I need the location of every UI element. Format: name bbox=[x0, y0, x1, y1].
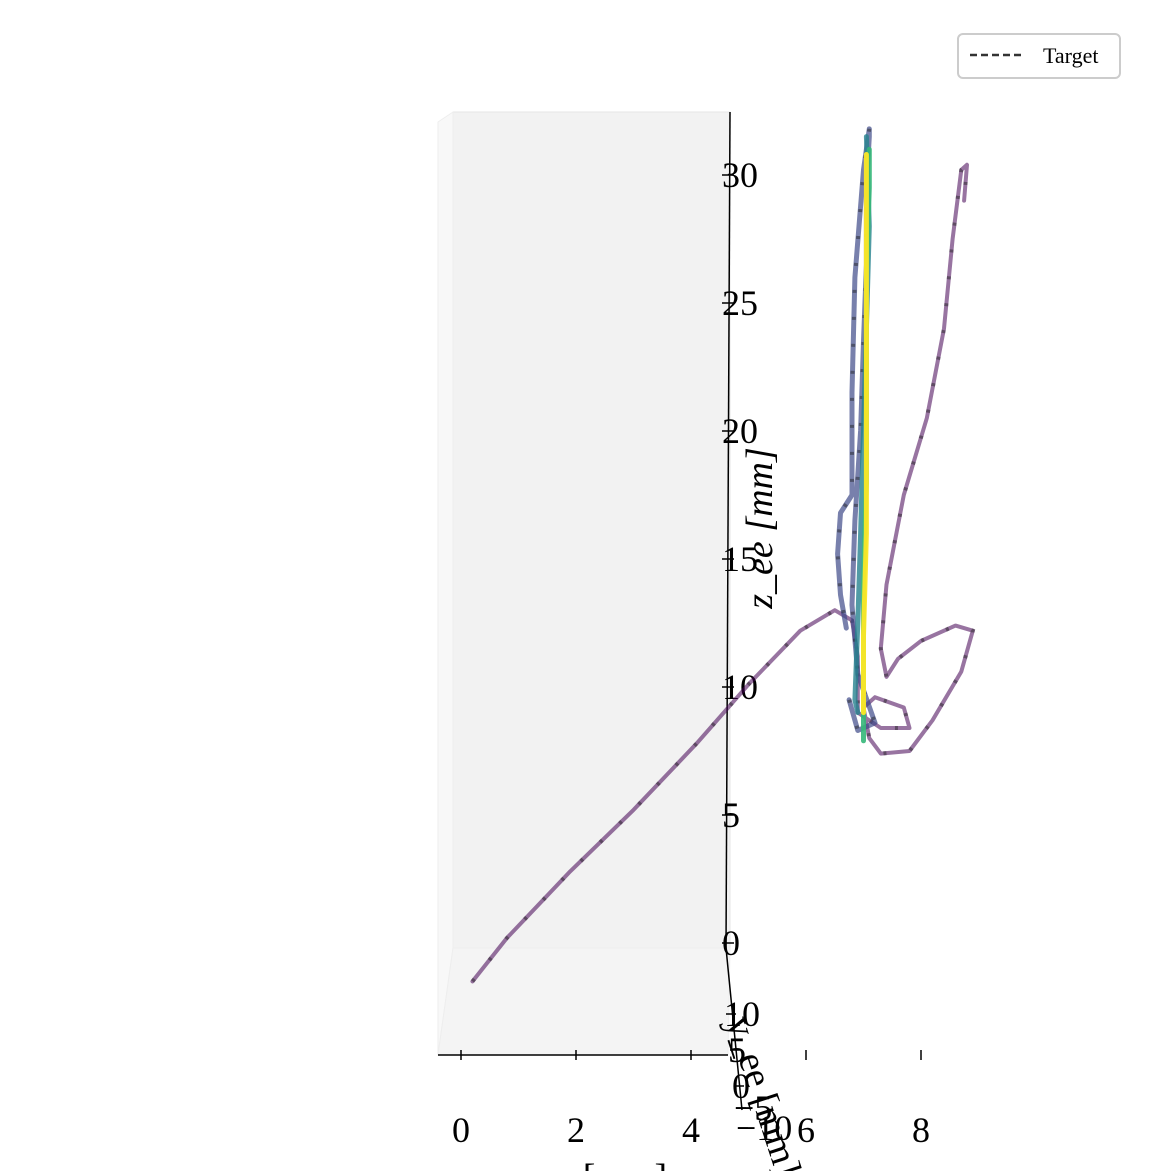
z-tick-label: 30 bbox=[722, 155, 758, 195]
x-tick-label: 0 bbox=[452, 1110, 470, 1150]
x-tick-label: 8 bbox=[912, 1110, 930, 1150]
series-layer bbox=[470, 126, 976, 984]
y-axis-line bbox=[725, 947, 743, 1111]
trajectory-line bbox=[470, 162, 975, 984]
z-tick-label: 5 bbox=[722, 795, 740, 835]
trajectory-line bbox=[861, 152, 869, 716]
z-tick-label: 15 bbox=[722, 539, 758, 579]
z-tick-label: 0 bbox=[722, 923, 740, 963]
z-tick-label: 10 bbox=[722, 667, 758, 707]
x-ticks: 0 2 4 6 8 bbox=[452, 1050, 930, 1150]
legend-box bbox=[957, 33, 1121, 79]
z-tick-label: 25 bbox=[722, 283, 758, 323]
y-tick-label: −5 bbox=[734, 1088, 772, 1128]
x-tick-label: 2 bbox=[567, 1110, 585, 1150]
x-tick-label: 6 bbox=[797, 1110, 815, 1150]
y-tick-label: −10 bbox=[736, 1108, 792, 1148]
x-axis-label: [mm] bbox=[583, 1157, 667, 1171]
legend-label-target: Target bbox=[1043, 43, 1098, 68]
trajectory-series-4 bbox=[861, 152, 869, 716]
side-pane bbox=[437, 111, 454, 1056]
x-tick-label: 4 bbox=[682, 1110, 700, 1150]
legend: Target bbox=[957, 33, 1121, 79]
trajectory-series-0 bbox=[470, 159, 976, 984]
z-ticks: 0 5 10 15 20 25 30 bbox=[722, 155, 758, 963]
axes-panes bbox=[437, 111, 731, 1056]
z-axis-line bbox=[725, 111, 731, 949]
z-axis-label: z_ee [mm] bbox=[739, 447, 781, 609]
back-pane bbox=[452, 111, 731, 949]
y-tick-label: 0 bbox=[732, 1066, 750, 1106]
axis-lines bbox=[438, 111, 743, 1111]
y-tick-label: 5 bbox=[728, 1030, 746, 1070]
y-tick-label: 10 bbox=[724, 994, 760, 1034]
z-tick-label: 20 bbox=[722, 411, 758, 451]
floor-pane bbox=[437, 947, 731, 1056]
